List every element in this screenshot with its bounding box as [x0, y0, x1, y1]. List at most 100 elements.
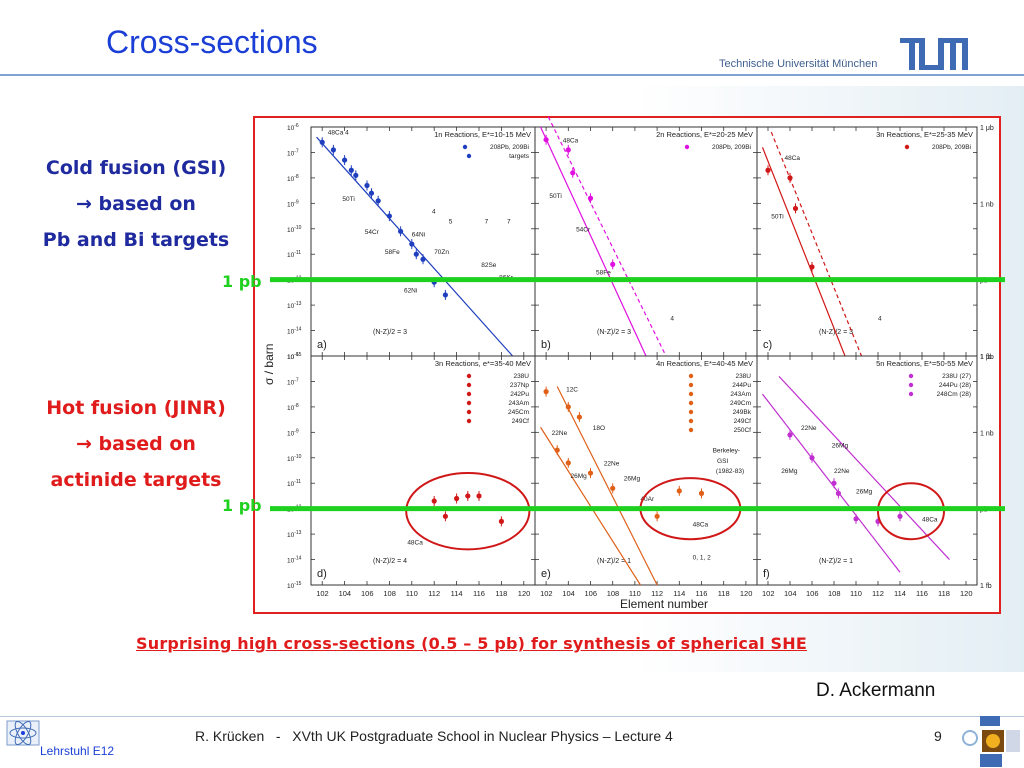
reaction-label: 50Ti: [771, 214, 783, 221]
cold-fusion-line-3: Pb and Bi targets: [42, 229, 230, 251]
fit-line-dashed: [770, 131, 863, 357]
data-point: [398, 228, 404, 234]
legend-marker: [466, 153, 472, 159]
panel-nz-label: (N-Z)/2 = 1: [819, 558, 853, 565]
data-point: [787, 432, 793, 438]
data-point: [853, 516, 859, 522]
fit-line: [778, 375, 950, 560]
reaction-label: 0, 1, 2: [693, 555, 711, 562]
panel-title: 5n Reactions, E*=50-55 MeV: [876, 359, 973, 368]
panel-nz-label: (N-Z)/2 = 3: [597, 329, 631, 336]
legend-entry: 249Cm: [730, 400, 751, 407]
x-tick-label: 102: [316, 589, 329, 598]
atom-icon: [6, 720, 40, 746]
y-axis-label: σ / barn: [262, 344, 276, 385]
y-tick-label: 10-14: [287, 556, 302, 565]
reaction-label: 12C: [566, 387, 578, 394]
y-tick-label: 10-11: [287, 479, 301, 488]
data-point: [442, 513, 448, 519]
data-point: [543, 137, 549, 143]
reaction-label: 18O: [593, 425, 605, 432]
data-point: [454, 495, 460, 502]
legend-marker: [466, 391, 472, 397]
reaction-label: 54Cr: [576, 226, 591, 233]
legend-marker: [904, 144, 910, 150]
panel-title: 2n Reactions, E*=20-25 MeV: [656, 130, 753, 139]
x-tick-label: 110: [850, 589, 862, 598]
university-logos-icon: [962, 716, 1020, 767]
page-number: 9: [934, 728, 942, 744]
y-tick-label: 10-6: [287, 123, 299, 132]
cold-fusion-text: Cold fusion (GSI) → based on Pb and Bi t…: [18, 150, 254, 258]
reaction-label: 22Ne: [801, 425, 817, 432]
data-point: [420, 256, 426, 262]
legend-marker: [908, 373, 914, 379]
lehrstuhl-label: Lehrstuhl E12: [40, 744, 115, 758]
fit-line: [556, 386, 658, 586]
x-tick-label: 110: [629, 589, 641, 598]
legend-marker: [688, 418, 694, 424]
panel-frame: [310, 355, 536, 586]
reaction-label: 62Ni: [404, 287, 417, 294]
legend-entry: 248Cm (28): [937, 391, 971, 398]
legend-entry: 208Pb, 209Bi: [490, 144, 529, 151]
legend-marker: [466, 373, 472, 379]
x-tick-label: 110: [406, 589, 418, 598]
x-tick-label: 106: [361, 589, 374, 598]
legend-entry: 237Np: [510, 382, 530, 389]
pb-label-bottom: 1 pb: [222, 496, 262, 515]
legend-marker: [908, 382, 914, 388]
reaction-label: 54Cr: [365, 229, 380, 236]
fit-line: [761, 147, 846, 357]
fit-line: [316, 136, 514, 357]
x-tick-label: 116: [473, 589, 485, 598]
x-tick-label: 120: [740, 589, 753, 598]
reaction-label: 4: [432, 209, 436, 216]
legend-entry: 238U: [735, 373, 751, 380]
x-tick-label: 112: [872, 589, 884, 598]
reaction-label: 4: [878, 315, 882, 322]
y-tick-label: 10-14: [287, 327, 302, 336]
data-point: [543, 389, 549, 395]
legend-marker: [688, 382, 694, 388]
data-point: [792, 205, 799, 212]
x-tick-label: 114: [673, 589, 685, 598]
y-tick-label: 10-15: [287, 352, 302, 361]
hot-fusion-line-3: actinide targets: [50, 469, 222, 491]
data-point: [442, 292, 448, 298]
data-point: [330, 147, 336, 153]
reaction-label: 64Ni: [412, 231, 425, 238]
data-point: [831, 480, 837, 486]
data-point: [809, 455, 815, 461]
y-tick-label: 10-8: [287, 174, 299, 183]
legend-entry: 242Pu: [510, 391, 529, 398]
legend-entry: 249Cf: [734, 418, 752, 425]
data-point: [375, 198, 381, 204]
panel-id: b): [541, 339, 551, 351]
x-tick-label: 102: [762, 589, 775, 598]
data-point: [319, 139, 325, 145]
fit-line-dashed: [547, 116, 667, 357]
reaction-label: 7: [507, 219, 511, 226]
y-tick-label: 10-9: [287, 428, 299, 437]
x-tick-label: 120: [518, 589, 531, 598]
panel-nz-label: (N-Z)/2 = 3: [373, 329, 407, 336]
panel-id: c): [763, 339, 772, 351]
hot-fusion-line-1: Hot fusion (JINR): [46, 397, 226, 419]
panel-id: e): [541, 568, 551, 580]
reaction-label: 22Ne: [834, 468, 850, 475]
data-point: [476, 493, 482, 499]
reaction-label: 7: [485, 219, 489, 226]
reaction-label: 26Mg: [781, 468, 798, 475]
y-tick-label: 10-15: [287, 581, 302, 590]
data-point: [565, 404, 571, 410]
x-tick-label: 118: [495, 589, 507, 598]
panel-title: 3n Reactions, E*=25-35 MeV: [876, 130, 973, 139]
data-point: [348, 167, 354, 173]
y-tick-label: 10-9: [287, 199, 299, 208]
reaction-label: 48Ca: [693, 521, 709, 528]
data-point: [610, 485, 616, 491]
legend-entry: 249Bk: [733, 409, 752, 416]
panel-title: 1n Reactions, E*=10-15 MeV: [434, 130, 531, 139]
legend-entry: targets: [509, 153, 530, 160]
